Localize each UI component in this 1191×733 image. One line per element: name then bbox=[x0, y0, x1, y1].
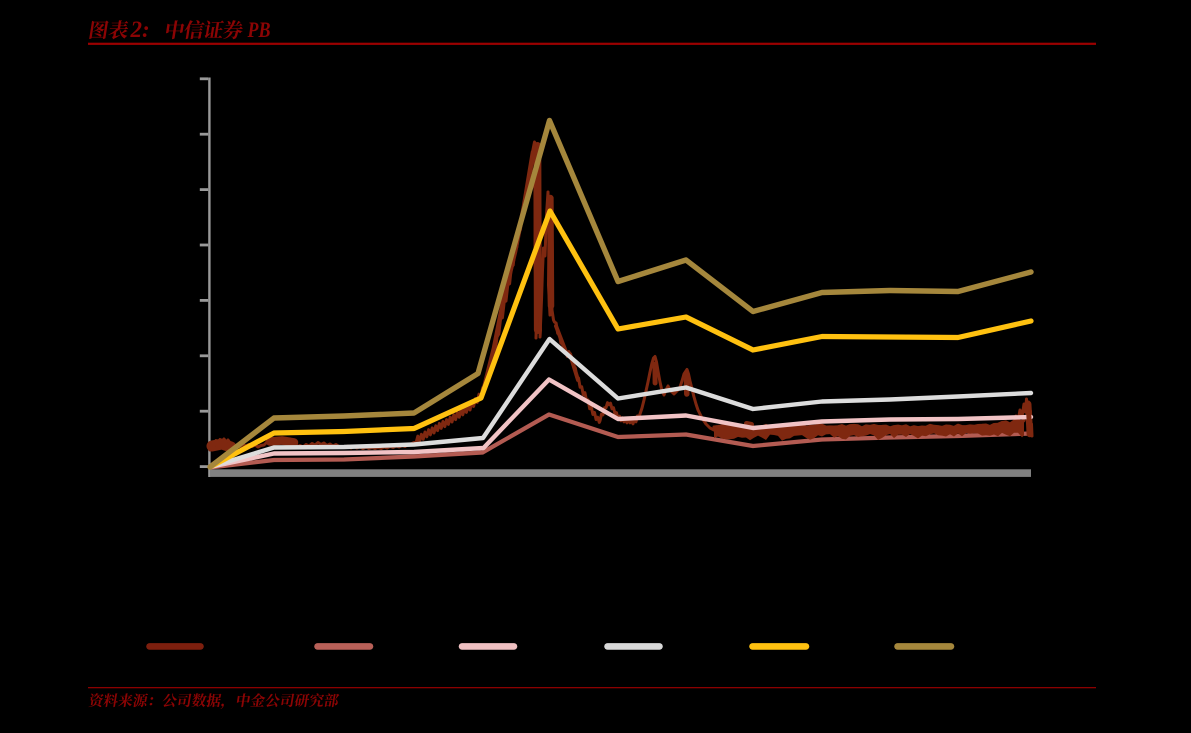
svg-text:2:: 2: bbox=[130, 17, 150, 42]
svg-text:PB: PB bbox=[247, 17, 271, 42]
